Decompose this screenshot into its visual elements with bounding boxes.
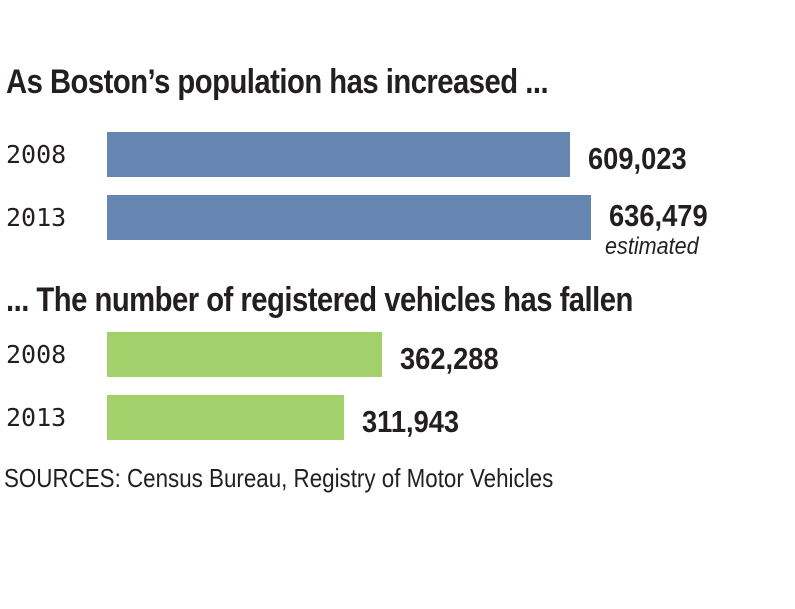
- population-value-label-2008: 609,023: [588, 141, 687, 176]
- vehicles-bar-2013: [107, 395, 344, 440]
- population-year-label-2008: 2008: [6, 140, 67, 169]
- vehicles-value-label-2013: 311,943: [362, 404, 460, 439]
- vehicles-year-label-2013: 2013: [6, 403, 67, 432]
- vehicles-bar-2008: [107, 332, 382, 377]
- population-year-label-2013: 2013: [6, 203, 67, 232]
- population-bar-2008: [107, 132, 570, 177]
- population-bar-2013: [107, 195, 591, 240]
- sources-note: SOURCES: Census Bureau, Registry of Moto…: [4, 463, 554, 493]
- vehicles-chart-title: ... The number of registered vehicles ha…: [6, 281, 633, 319]
- population-chart-title: As Boston’s population has increased ...: [6, 63, 549, 101]
- population-value-label-2013: 636,479: [609, 198, 708, 233]
- population-estimated-note: estimated: [605, 233, 699, 260]
- vehicles-year-label-2008: 2008: [6, 340, 67, 369]
- vehicles-value-label-2008: 362,288: [400, 341, 499, 376]
